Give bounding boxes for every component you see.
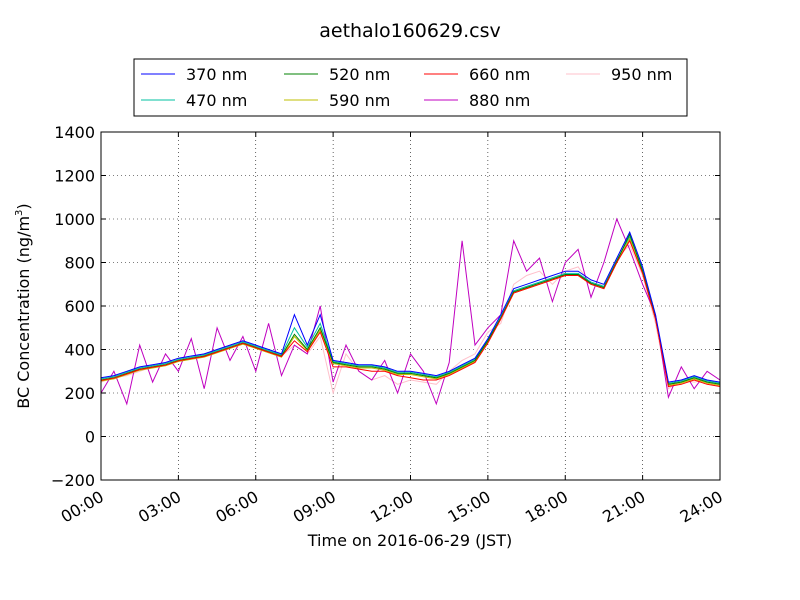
y-axis-label-main: BC Concentration (ng/m <box>14 216 33 409</box>
x-tick-label: 09:00 <box>290 487 339 527</box>
axis-ticks <box>100 131 721 481</box>
series-line-370nm <box>100 230 721 383</box>
y-tick-label: 400 <box>64 341 95 360</box>
x-tick-label: 24:00 <box>677 487 726 527</box>
x-tick-label: 18:00 <box>522 487 571 527</box>
y-tick-label: 200 <box>64 384 95 403</box>
legend-box <box>133 58 688 117</box>
y-tick-label: −200 <box>51 471 95 490</box>
x-tick-labels: 00:00 03:00 06:00 09:00 12:00 15:00 18:00 21:00… <box>58 487 726 527</box>
y-axis-label-close: ) <box>14 203 33 209</box>
legend-label: 590 nm <box>329 91 390 110</box>
y-tick-label: 1400 <box>54 123 95 142</box>
x-axis-label: Time on 2016-06-29 (JST) <box>307 531 512 550</box>
series-line-880nm <box>100 217 721 406</box>
x-tick-label: 21:00 <box>599 487 648 527</box>
series-line-660nm <box>100 239 721 388</box>
legend-label: 470 nm <box>186 91 247 110</box>
chart-title: aethalo160629.csv <box>319 20 501 42</box>
legend: 370 nm 470 nm 520 nm 590 nm 660 nm 880 nm 950 … <box>133 58 688 117</box>
legend-label: 660 nm <box>469 65 530 84</box>
y-axis-label: BC Concentration (ng/m3) <box>14 203 33 408</box>
legend-label: 370 nm <box>186 65 247 84</box>
legend-label: 880 nm <box>469 91 530 110</box>
y-tick-labels: −200 0 200 400 600 800 1000 1200 1400 <box>51 123 95 490</box>
x-tick-label: 03:00 <box>135 487 184 527</box>
x-tick-label: 06:00 <box>212 487 261 527</box>
y-tick-label: 600 <box>64 297 95 316</box>
legend-label: 950 nm <box>611 65 672 84</box>
y-axis-label-sup: 3 <box>14 210 25 216</box>
y-tick-label: 1200 <box>54 167 95 186</box>
plot-area <box>101 132 720 480</box>
y-tick-label: 0 <box>85 428 95 447</box>
legend-label: 520 nm <box>329 65 390 84</box>
x-tick-label: 15:00 <box>444 487 493 527</box>
y-tick-label: 1000 <box>54 210 95 229</box>
x-tick-label: 00:00 <box>58 487 107 527</box>
y-tick-label: 800 <box>64 254 95 273</box>
x-tick-label: 12:00 <box>367 487 416 527</box>
series-lines <box>100 217 721 406</box>
